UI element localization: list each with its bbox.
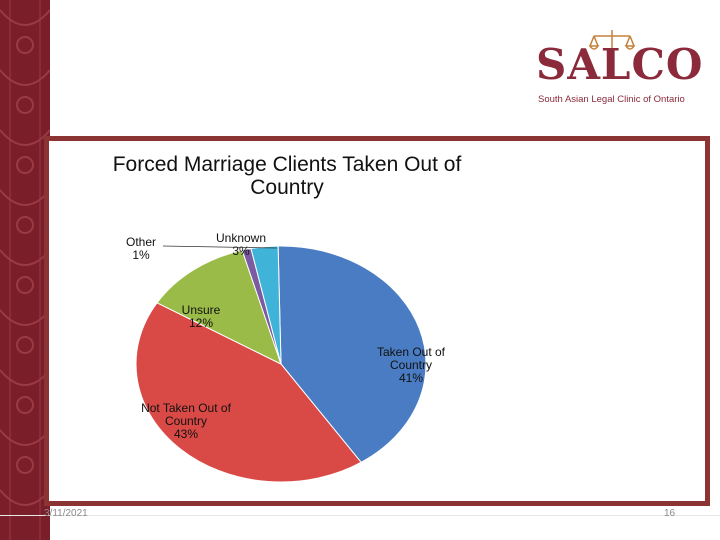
chart-title-line-2: Country <box>250 176 324 199</box>
pie-slice-unknown <box>250 245 282 365</box>
pie-label-other: Other 1% <box>126 235 156 262</box>
decorative-sidebar <box>0 0 50 540</box>
sidebar-pattern <box>0 0 50 540</box>
chart-frame: Forced Marriage Clients Taken Out of Cou… <box>44 136 710 506</box>
footer-divider <box>0 515 720 516</box>
slide-date: 3/11/2021 <box>44 508 88 519</box>
salco-logo: SALCO South Asian Legal Clinic of Ontari… <box>532 28 702 108</box>
pie-slice-taken-out-of-country <box>277 245 427 463</box>
pie-slice-not-taken-out-of-country <box>135 302 362 483</box>
chart-title-line-1: Forced Marriage Clients Taken Out of <box>113 153 462 176</box>
leader-line-other <box>162 245 278 249</box>
pie-chart: Forced Marriage Clients Taken Out of Cou… <box>113 153 462 483</box>
pie-label-taken-out-of-country: Taken Out of Country 41% <box>377 345 446 385</box>
pie-slices <box>135 245 427 483</box>
pie-slice-unsure <box>156 249 282 365</box>
pie-label-not-taken-out-of-country: Not Taken Out of Country 43% <box>141 401 231 441</box>
logo-subtitle: South Asian Legal Clinic of Ontario <box>538 94 685 105</box>
scales-icon <box>588 30 636 54</box>
pie-labels: Taken Out of Country 41% Not Taken Out of Co… <box>126 231 446 441</box>
logo-wordmark: SALCO <box>536 40 704 89</box>
pie-label-unsure: Unsure 12% <box>182 303 221 330</box>
slide-page-number: 16 <box>664 508 676 519</box>
